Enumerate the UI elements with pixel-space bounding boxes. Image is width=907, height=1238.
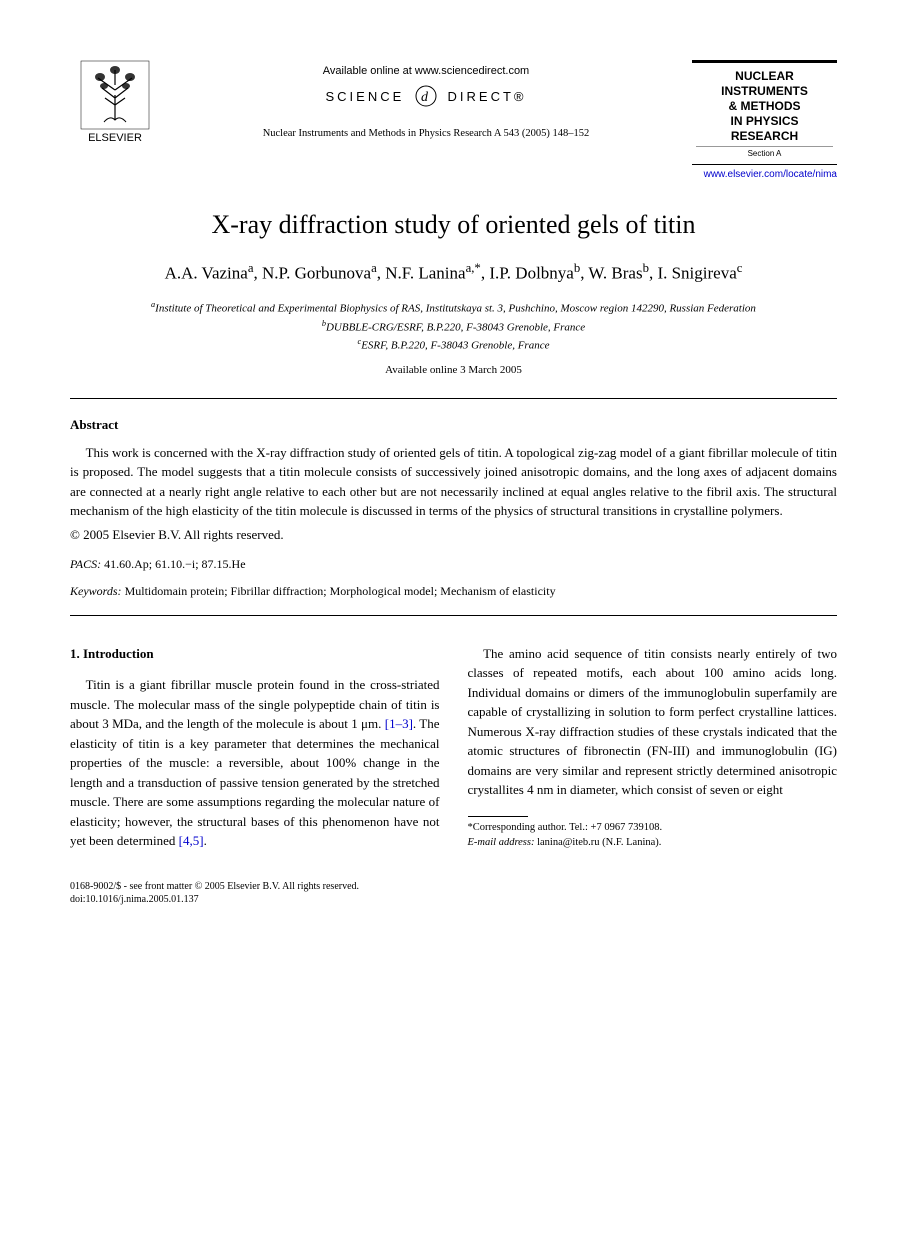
badge-l4: IN PHYSICS: [730, 114, 798, 128]
author-list: A.A. Vazinaa, N.P. Gorbunovaa, N.F. Lani…: [70, 260, 837, 285]
body-two-column: 1. Introduction Titin is a giant fibrill…: [70, 644, 837, 852]
footer-doi: doi:10.1016/j.nima.2005.01.137: [70, 893, 837, 906]
badge-l2: INSTRUMENTS: [721, 84, 808, 98]
elsevier-tree-icon: [80, 60, 150, 130]
email-label: E-mail address:: [468, 837, 535, 848]
keywords-label: Keywords:: [70, 584, 122, 598]
journal-homepage-link[interactable]: www.elsevier.com/locate/nima: [692, 169, 837, 180]
badge-title: NUCLEAR INSTRUMENTS & METHODS IN PHYSICS…: [696, 69, 833, 144]
affil-a: Institute of Theoretical and Experimenta…: [155, 303, 756, 315]
divider-top: [70, 398, 837, 399]
journal-badge-container: NUCLEAR INSTRUMENTS & METHODS IN PHYSICS…: [692, 60, 837, 180]
divider-bottom: [70, 615, 837, 616]
badge-l1: NUCLEAR: [735, 69, 794, 83]
publisher-logo: ELSEVIER: [70, 60, 160, 150]
svg-text:d: d: [421, 90, 431, 105]
pacs-line: PACS: 41.60.Ap; 61.10.−i; 87.15.He: [70, 557, 837, 572]
publisher-name: ELSEVIER: [88, 132, 142, 144]
journal-badge: NUCLEAR INSTRUMENTS & METHODS IN PHYSICS…: [692, 60, 837, 165]
science-direct-brand: SCIENCE d DIRECT®: [160, 85, 692, 110]
sciencedirect-d-icon: d: [415, 85, 437, 110]
keywords-text: Multidomain protein; Fibrillar diffracti…: [122, 584, 556, 598]
header-center: Available online at www.sciencedirect.co…: [160, 60, 692, 139]
affil-c: ESRF, B.P.220, F-38043 Grenoble, France: [361, 339, 549, 351]
available-online-text: Available online at www.sciencedirect.co…: [160, 65, 692, 77]
corr-email: lanina@iteb.ru (N.F. Lanina).: [534, 837, 661, 848]
p1c: .: [204, 833, 207, 848]
corr-tel: +7 0967 739108.: [591, 822, 663, 833]
abstract-text: This work is concerned with the X-ray di…: [70, 443, 837, 521]
corr-label: *Corresponding author. Tel.:: [468, 822, 591, 833]
affiliations: aInstitute of Theoretical and Experiment…: [70, 299, 837, 353]
badge-l5: RESEARCH: [731, 129, 798, 143]
ref-link-4-5[interactable]: [4,5]: [179, 833, 204, 848]
section-1-heading: 1. Introduction: [70, 644, 440, 664]
abstract-copyright: © 2005 Elsevier B.V. All rights reserved…: [70, 527, 837, 543]
p1b: . The elasticity of titin is a key param…: [70, 716, 440, 848]
footnote-separator: [468, 816, 528, 817]
paper-title: X-ray diffraction study of oriented gels…: [70, 210, 837, 240]
badge-l3: & METHODS: [729, 99, 801, 113]
ref-link-1-3[interactable]: [1–3]: [385, 716, 413, 731]
footer-front-matter: 0168-9002/$ - see front matter © 2005 El…: [70, 880, 837, 893]
pacs-label: PACS:: [70, 557, 101, 571]
abstract-heading: Abstract: [70, 417, 837, 433]
intro-para-1: Titin is a giant fibrillar muscle protei…: [70, 675, 440, 851]
corresponding-author-footnote: *Corresponding author. Tel.: +7 0967 739…: [468, 821, 838, 850]
sd-left: SCIENCE: [325, 89, 404, 104]
pacs-codes: 41.60.Ap; 61.10.−i; 87.15.He: [101, 557, 245, 571]
keywords-line: Keywords: Multidomain protein; Fibrillar…: [70, 584, 837, 599]
journal-reference: Nuclear Instruments and Methods in Physi…: [160, 128, 692, 139]
affil-b: DUBBLE-CRG/ESRF, B.P.220, F-38043 Grenob…: [326, 321, 585, 333]
publication-date: Available online 3 March 2005: [70, 364, 837, 376]
sd-right: DIRECT®: [448, 89, 527, 104]
header-row: ELSEVIER Available online at www.science…: [70, 60, 837, 180]
badge-section: Section A: [696, 146, 833, 158]
page-footer: 0168-9002/$ - see front matter © 2005 El…: [70, 880, 837, 906]
intro-para-2: The amino acid sequence of titin consist…: [468, 644, 838, 800]
